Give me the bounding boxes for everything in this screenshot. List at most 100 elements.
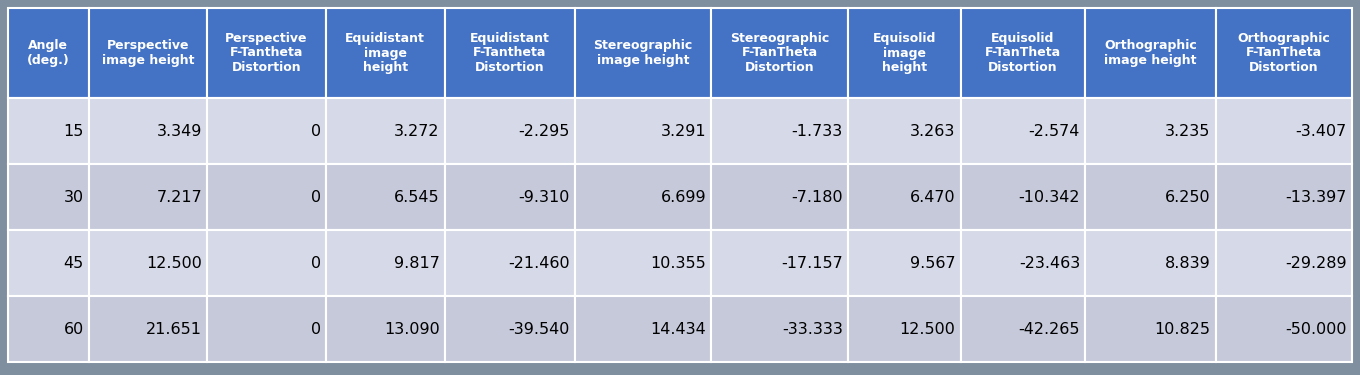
Bar (88, 230, 207, 296)
Text: 0: 0 (311, 321, 321, 336)
Bar (445, 8, 575, 98)
Bar (326, 230, 445, 296)
Text: 14.434: 14.434 (650, 321, 706, 336)
Bar (88, 98, 207, 164)
Text: Equidistant
image
height: Equidistant image height (345, 32, 426, 74)
Bar (960, 98, 1085, 164)
Text: 3.291: 3.291 (661, 123, 706, 138)
Bar (1216, 98, 1352, 164)
Bar (1085, 296, 1216, 362)
Text: -17.157: -17.157 (781, 255, 843, 270)
Bar (8, 230, 88, 296)
Text: 6.699: 6.699 (661, 189, 706, 204)
Bar (575, 98, 711, 164)
Text: -33.333: -33.333 (782, 321, 843, 336)
Bar (445, 98, 575, 164)
Bar (1216, 296, 1352, 362)
Bar (207, 98, 326, 164)
Bar (960, 296, 1085, 362)
Text: 8.839: 8.839 (1164, 255, 1210, 270)
Text: 7.217: 7.217 (156, 189, 203, 204)
Text: 6.545: 6.545 (394, 189, 439, 204)
Bar (326, 8, 445, 98)
Bar (8, 8, 88, 98)
Text: -29.289: -29.289 (1285, 255, 1346, 270)
Bar (8, 164, 88, 230)
Text: 10.825: 10.825 (1155, 321, 1210, 336)
Text: 12.500: 12.500 (147, 255, 203, 270)
Bar (207, 230, 326, 296)
Text: -42.265: -42.265 (1019, 321, 1080, 336)
Bar (1085, 98, 1216, 164)
Text: -23.463: -23.463 (1019, 255, 1080, 270)
Text: Equisolid
image
height: Equisolid image height (873, 32, 936, 74)
Bar (326, 296, 445, 362)
Bar (326, 164, 445, 230)
Text: Perspective
F-Tantheta
Distortion: Perspective F-Tantheta Distortion (226, 32, 307, 74)
Text: 21.651: 21.651 (147, 321, 203, 336)
Text: 30: 30 (64, 189, 84, 204)
Text: Equidistant
F-Tantheta
Distortion: Equidistant F-Tantheta Distortion (469, 32, 549, 74)
Text: 6.250: 6.250 (1166, 189, 1210, 204)
Bar (711, 296, 847, 362)
Text: -9.310: -9.310 (518, 189, 570, 204)
Text: Orthographic
image height: Orthographic image height (1104, 39, 1197, 67)
Bar (847, 98, 960, 164)
Text: 15: 15 (64, 123, 84, 138)
Bar (575, 230, 711, 296)
Bar (847, 8, 960, 98)
Text: -10.342: -10.342 (1019, 189, 1080, 204)
Bar (575, 8, 711, 98)
Bar (326, 98, 445, 164)
Text: -13.397: -13.397 (1285, 189, 1346, 204)
Text: 10.355: 10.355 (650, 255, 706, 270)
Bar (1216, 8, 1352, 98)
Text: 12.500: 12.500 (900, 321, 956, 336)
Bar (1085, 164, 1216, 230)
Bar (8, 98, 88, 164)
Bar (88, 296, 207, 362)
Text: -2.295: -2.295 (518, 123, 570, 138)
Bar (575, 296, 711, 362)
Bar (207, 296, 326, 362)
Text: -39.540: -39.540 (509, 321, 570, 336)
Bar (711, 98, 847, 164)
Bar (1085, 230, 1216, 296)
Text: 0: 0 (311, 123, 321, 138)
Bar (1216, 164, 1352, 230)
Bar (711, 8, 847, 98)
Text: 0: 0 (311, 255, 321, 270)
Text: 6.470: 6.470 (910, 189, 956, 204)
Text: 3.272: 3.272 (394, 123, 439, 138)
Bar (88, 8, 207, 98)
Text: Angle
(deg.): Angle (deg.) (27, 39, 69, 67)
Text: 9.817: 9.817 (393, 255, 439, 270)
Bar (711, 230, 847, 296)
Bar (960, 230, 1085, 296)
Text: -2.574: -2.574 (1028, 123, 1080, 138)
Text: 3.349: 3.349 (156, 123, 203, 138)
Bar (847, 164, 960, 230)
Bar (575, 164, 711, 230)
Text: -1.733: -1.733 (792, 123, 843, 138)
Text: 45: 45 (64, 255, 84, 270)
Text: Stereographic
image height: Stereographic image height (593, 39, 692, 67)
Bar (847, 296, 960, 362)
Bar (445, 230, 575, 296)
Text: Stereographic
F-TanTheta
Distortion: Stereographic F-TanTheta Distortion (730, 32, 830, 74)
Bar (445, 296, 575, 362)
Bar (88, 164, 207, 230)
Text: 9.567: 9.567 (910, 255, 956, 270)
Text: -50.000: -50.000 (1285, 321, 1346, 336)
Text: Equisolid
F-TanTheta
Distortion: Equisolid F-TanTheta Distortion (985, 32, 1061, 74)
Text: -7.180: -7.180 (792, 189, 843, 204)
Bar (847, 230, 960, 296)
Text: -3.407: -3.407 (1296, 123, 1346, 138)
Bar (8, 296, 88, 362)
Bar (207, 164, 326, 230)
Text: 60: 60 (64, 321, 84, 336)
Text: -21.460: -21.460 (509, 255, 570, 270)
Bar (711, 164, 847, 230)
Bar (207, 8, 326, 98)
Text: Orthographic
F-TanTheta
Distortion: Orthographic F-TanTheta Distortion (1238, 32, 1330, 74)
